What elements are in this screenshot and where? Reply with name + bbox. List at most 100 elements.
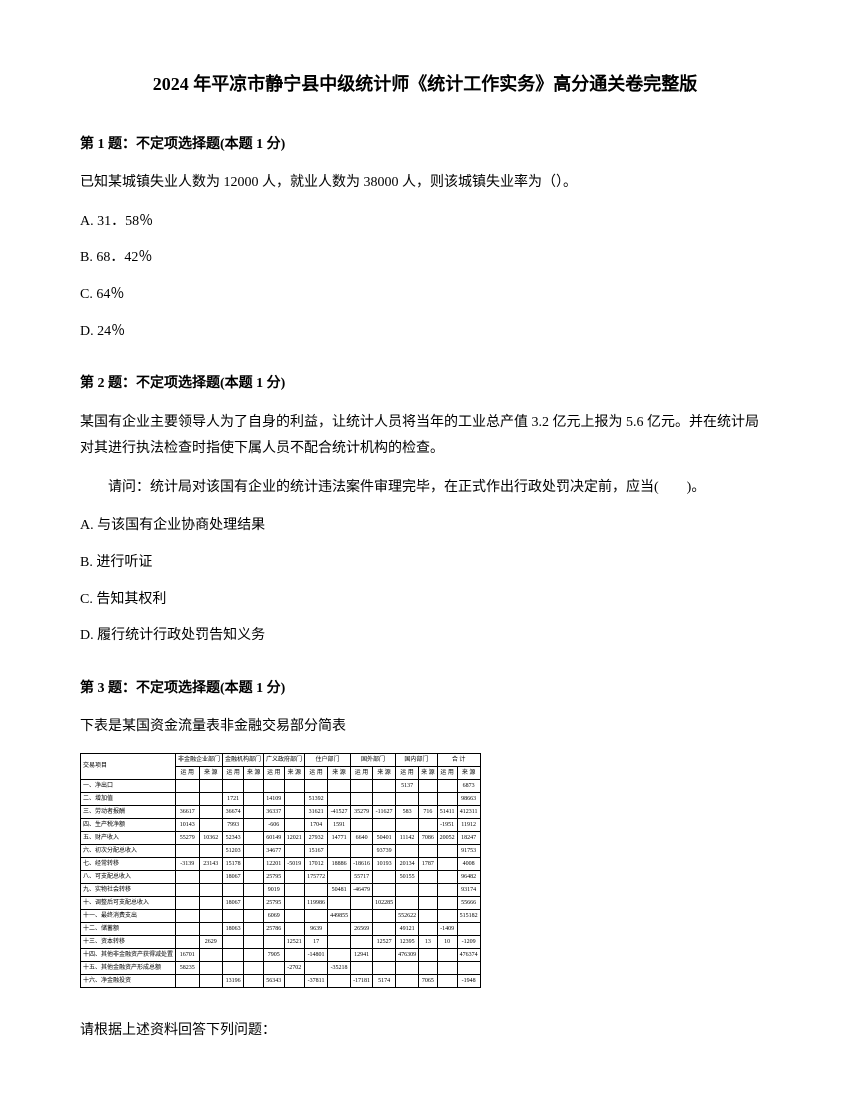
- cell: [244, 792, 264, 805]
- cell: [419, 818, 438, 831]
- cell: [396, 818, 419, 831]
- cell: 16701: [176, 948, 200, 961]
- page-title: 2024 年平凉市静宁县中级统计师《统计工作实务》高分通关卷完整版: [80, 70, 770, 99]
- cell: [176, 883, 200, 896]
- cell: [328, 870, 351, 883]
- cell: -1951: [437, 818, 457, 831]
- cell: 1721: [223, 792, 244, 805]
- cell: [244, 935, 264, 948]
- cell: [419, 909, 438, 922]
- cell: [419, 779, 438, 792]
- cell: [244, 844, 264, 857]
- cell: 12201: [264, 857, 285, 870]
- cell: [328, 896, 351, 909]
- table-row: 十六、净金融投资1319656343-37811-1718151747065-1…: [81, 974, 481, 987]
- cell: [419, 870, 438, 883]
- cell: 14109: [264, 792, 285, 805]
- cell: 56343: [264, 974, 285, 987]
- cell: 9019: [264, 883, 285, 896]
- cell: -1409: [437, 922, 457, 935]
- cell: 716: [419, 805, 438, 818]
- cell: [176, 792, 200, 805]
- q2-text1: 某国有企业主要领导人为了自身的利益，让统计人员将当年的工业总产值 3.2 亿元上…: [80, 410, 770, 463]
- cell: 18247: [457, 831, 480, 844]
- row-label: 一、净出口: [81, 779, 176, 792]
- cell: [199, 792, 223, 805]
- cell: [284, 805, 305, 818]
- cell: [437, 948, 457, 961]
- cell: [437, 961, 457, 974]
- q3-text: 下表是某国资金流量表非金融交易部分简表: [80, 714, 770, 741]
- q2-option-b: B. 进行听证: [80, 550, 770, 577]
- cell: 51392: [305, 792, 328, 805]
- cell: [264, 779, 285, 792]
- cell: [244, 818, 264, 831]
- cell: [419, 961, 438, 974]
- cell: 36674: [223, 805, 244, 818]
- cell: [244, 883, 264, 896]
- cell: [284, 909, 305, 922]
- row-label: 十五、其他金融资产形成总额: [81, 961, 176, 974]
- cell: [457, 922, 480, 935]
- cell: [284, 870, 305, 883]
- cell: 15178: [223, 857, 244, 870]
- q1-option-b: B. 68．42％: [80, 245, 770, 272]
- row-label: 十、调整后可支配总收入: [81, 896, 176, 909]
- row-label: 九、实物社会转移: [81, 883, 176, 896]
- table-row: 七、经常转移-3139231431517812201-5019170121888…: [81, 857, 481, 870]
- table-row: 六、初次分配总收入5120334677151679373991753: [81, 844, 481, 857]
- cell: 12527: [373, 935, 396, 948]
- row-label: 二、增加值: [81, 792, 176, 805]
- cell: [328, 844, 351, 857]
- cell: 36337: [264, 805, 285, 818]
- cell: [396, 961, 419, 974]
- table-row: 一、净出口51376873: [81, 779, 481, 792]
- table-row: 二、增加值1721141095139298663: [81, 792, 481, 805]
- cell: 50155: [396, 870, 419, 883]
- cell: [199, 883, 223, 896]
- cell: -606: [264, 818, 285, 831]
- cell: [373, 883, 396, 896]
- cell: [396, 896, 419, 909]
- cell: [223, 909, 244, 922]
- cell: 31621: [305, 805, 328, 818]
- cell: 12395: [396, 935, 419, 948]
- table-row: 四、生产税净额101437993-60617041591-195111912: [81, 818, 481, 831]
- cell: [437, 779, 457, 792]
- row-label: 八、可支配总收入: [81, 870, 176, 883]
- cell: [437, 909, 457, 922]
- th-use: 运 用: [223, 766, 244, 779]
- table-row: 五、财产收入5527910362523436014912021279321477…: [81, 831, 481, 844]
- cell: [373, 961, 396, 974]
- cell: [373, 818, 396, 831]
- cell: [244, 805, 264, 818]
- cell: [176, 909, 200, 922]
- cell: [244, 974, 264, 987]
- cell: 51203: [223, 844, 244, 857]
- cell: [244, 779, 264, 792]
- cell: 91753: [457, 844, 480, 857]
- cell: [419, 792, 438, 805]
- cell: [284, 844, 305, 857]
- cell: [223, 961, 244, 974]
- cell: 10362: [199, 831, 223, 844]
- cell: [328, 792, 351, 805]
- cell: [176, 935, 200, 948]
- cell: [176, 922, 200, 935]
- cell: 17012: [305, 857, 328, 870]
- th-sector7: 合 计: [437, 753, 480, 766]
- cell: [328, 935, 351, 948]
- cell: -37811: [305, 974, 328, 987]
- cell: 52343: [223, 831, 244, 844]
- cell: [223, 948, 244, 961]
- cell: 12021: [284, 831, 305, 844]
- cell: 6873: [457, 779, 480, 792]
- th-sector3: 广义政府部门: [264, 753, 305, 766]
- cell: [373, 792, 396, 805]
- cell: 18067: [223, 870, 244, 883]
- cell: 11912: [457, 818, 480, 831]
- cell: 476374: [457, 948, 480, 961]
- cell: [244, 922, 264, 935]
- cell: 14771: [328, 831, 351, 844]
- cell: 10: [437, 935, 457, 948]
